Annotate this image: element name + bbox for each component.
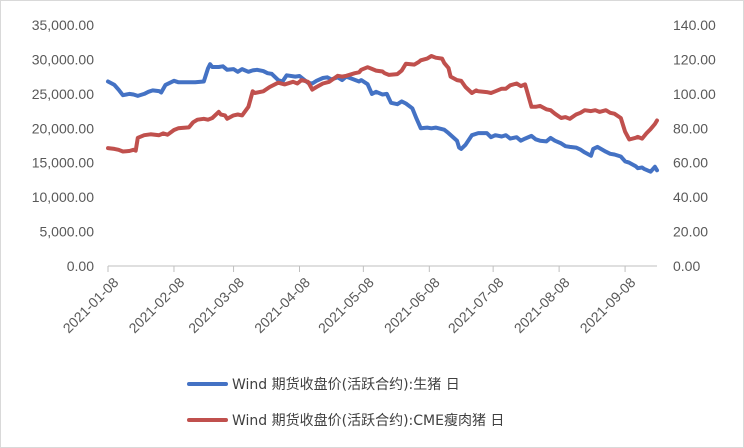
y-left-tick-label: 20,000.00 <box>32 120 94 136</box>
y-right-tick-label: 120.00 <box>673 51 716 67</box>
y-left-tick-label: 15,000.00 <box>32 155 94 171</box>
legend: Wind 期货收盘价(活跃合约):生猪 日 Wind 期货收盘价(活跃合约):C… <box>187 376 504 429</box>
y-left-tick-label: 35,000.00 <box>32 17 94 33</box>
y-right-tick-label: 20.00 <box>673 224 708 240</box>
legend-label-live-hog: Wind 期货收盘价(活跃合约):生猪 日 <box>232 376 460 393</box>
legend-label-cme-lean-hog: Wind 期货收盘价(活跃合约):CME瘦肉猪 日 <box>232 412 504 429</box>
y-right-tick-label: 0.00 <box>673 258 700 274</box>
series-lines <box>106 54 659 174</box>
y-right-tick-label: 60.00 <box>673 155 708 171</box>
y-right-tick-label: 40.00 <box>673 189 708 205</box>
series-line-live-hog <box>106 62 659 174</box>
y-left-tick-label: 25,000.00 <box>32 86 94 102</box>
legend-item-cme-lean-hog[interactable]: Wind 期货收盘价(活跃合约):CME瘦肉猪 日 <box>187 412 504 429</box>
y-right-tick-label: 80.00 <box>673 120 708 136</box>
y-left-tick-label: 0.00 <box>67 258 94 274</box>
y-right-tick-label: 140.00 <box>673 17 716 33</box>
y-left-tick-label: 5,000.00 <box>40 224 95 240</box>
y-right-tick-label: 100.00 <box>673 86 716 102</box>
series-line-cme-lean-hog <box>106 54 659 154</box>
legend-item-live-hog[interactable]: Wind 期货收盘价(活跃合约):生猪 日 <box>187 376 460 393</box>
y-left-tick-label: 30,000.00 <box>32 51 94 67</box>
y-left-tick-label: 10,000.00 <box>32 189 94 205</box>
